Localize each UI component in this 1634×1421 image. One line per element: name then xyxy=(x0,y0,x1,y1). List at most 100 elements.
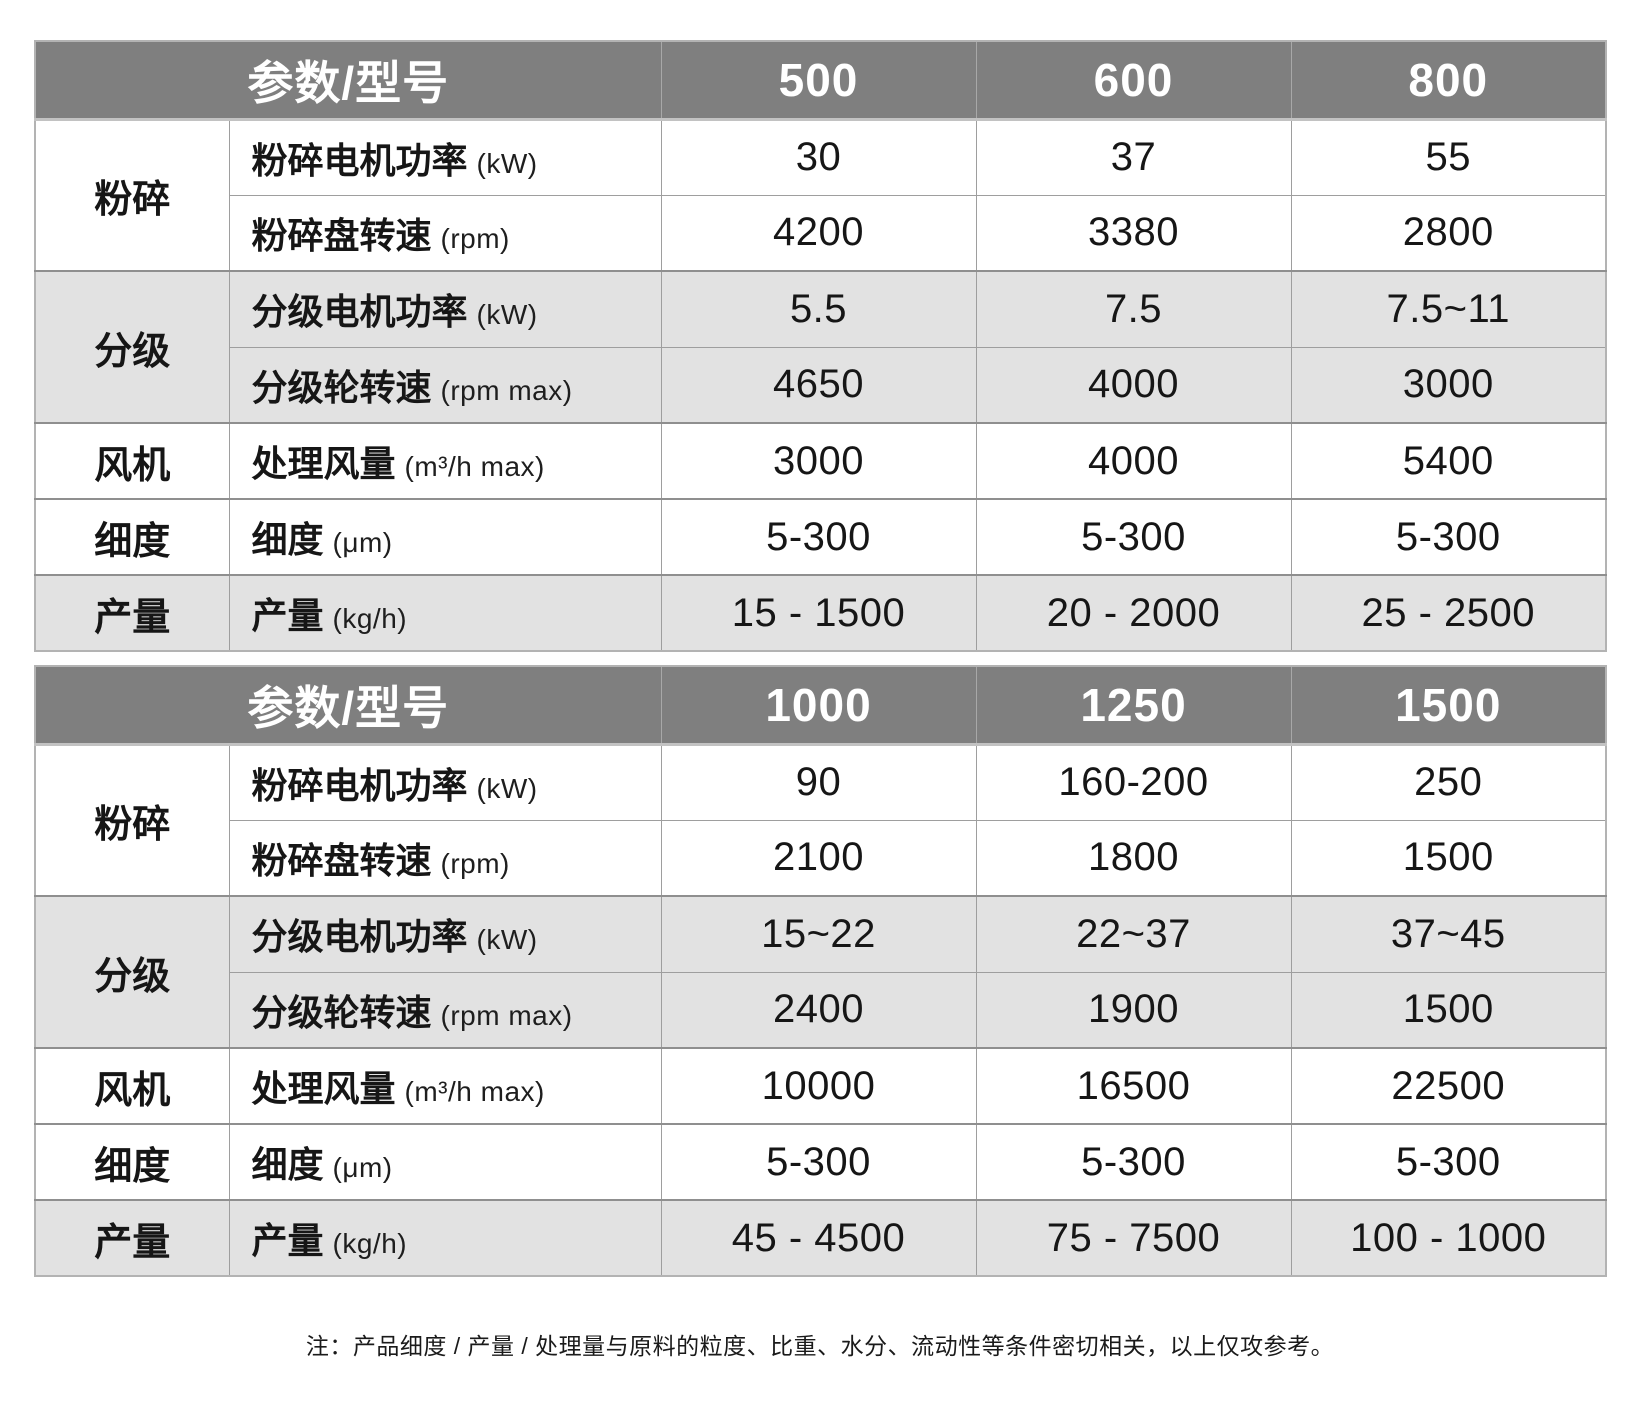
table-row: 分级轮转速 (rpm max) 4650 4000 3000 xyxy=(35,346,1607,424)
value-cell: 15~22 xyxy=(660,895,977,973)
header-model-1250: 1250 xyxy=(975,665,1292,746)
value-cell: 4000 xyxy=(975,422,1292,500)
param-cell: 细度 (μm) xyxy=(228,1123,662,1201)
value-cell: 5-300 xyxy=(975,498,1292,576)
value-cell: 30 xyxy=(660,118,977,196)
value-cell: 45 - 4500 xyxy=(660,1199,977,1277)
param-label: 粉碎电机功率 xyxy=(251,139,468,181)
spec-table-1: 参数/型号 500 600 800 粉碎 粉碎电机功率 (kW) 30 37 55 粉碎盘转速 (rp… xyxy=(34,40,1607,652)
value-cell: 37~45 xyxy=(1290,895,1607,973)
table-row: 产量 产量 (kg/h) 45 - 4500 75 - 7500 100 - 1000 xyxy=(34,1199,1607,1277)
param-cell: 处理风量 (m³/h max) xyxy=(228,1047,662,1125)
param-unit: (kW) xyxy=(476,772,538,804)
value-cell: 5-300 xyxy=(975,1123,1292,1201)
param-unit: (rpm max) xyxy=(440,374,573,406)
value-cell: 90 xyxy=(660,743,977,821)
param-unit: (m³/h max) xyxy=(404,451,545,482)
table-row: 风机 处理风量 (m³/h max) 3000 4000 5400 xyxy=(34,422,1607,500)
param-cell: 细度 (μm) xyxy=(228,498,662,576)
header-model-1500: 1500 xyxy=(1290,665,1607,746)
param-label: 分级轮转速 xyxy=(251,366,432,408)
param-unit: (rpm max) xyxy=(440,999,573,1031)
header-param-label: 参数/型号 xyxy=(34,40,662,121)
value-cell: 22~37 xyxy=(975,895,1292,973)
spec-table-2: 参数/型号 1000 1250 1500 粉碎 粉碎电机功率 (kW) 90 160-200 25… xyxy=(34,665,1607,1277)
param-label: 细度 xyxy=(251,519,324,560)
value-cell: 2100 xyxy=(660,819,977,897)
param-label: 粉碎电机功率 xyxy=(251,764,468,806)
param-cell: 粉碎盘转速 (rpm) xyxy=(228,194,662,272)
footnote: 注：产品细度 / 产量 / 处理量与原料的粒度、比重、水分、流动性等条件密切相关… xyxy=(305,1333,1335,1359)
table-row: 分级 分级电机功率 (kW) 5.5 7.5 7.5~11 xyxy=(34,270,1607,424)
value-cell: 15 - 1500 xyxy=(660,574,977,652)
param-unit: (rpm) xyxy=(440,222,510,254)
value-cell: 3000 xyxy=(1290,346,1607,424)
param-label: 分级电机功率 xyxy=(251,916,468,958)
param-cell: 粉碎电机功率 (kW) xyxy=(228,743,662,821)
value-cell: 4200 xyxy=(660,194,977,272)
value-cell: 2800 xyxy=(1290,194,1607,272)
header-model-800: 800 xyxy=(1290,40,1607,121)
param-cell: 粉碎盘转速 (rpm) xyxy=(228,819,662,897)
table-row: 粉碎 粉碎电机功率 (kW) 90 160-200 250 xyxy=(34,743,1607,897)
category-cell: 产量 xyxy=(34,1199,230,1277)
value-cell: 5400 xyxy=(1290,422,1607,500)
param-label: 处理风量 xyxy=(251,1068,396,1109)
param-cell: 产量 (kg/h) xyxy=(228,574,662,652)
param-label: 粉碎盘转速 xyxy=(251,214,432,256)
param-unit: (kg/h) xyxy=(332,603,408,634)
value-cell: 3380 xyxy=(975,194,1292,272)
value-cell: 4650 xyxy=(660,346,977,424)
category-cell: 风机 xyxy=(34,422,230,500)
value-cell: 25 - 2500 xyxy=(1290,574,1607,652)
value-cell: 100 - 1000 xyxy=(1290,1199,1607,1277)
value-cell: 20 - 2000 xyxy=(975,574,1292,652)
param-label: 处理风量 xyxy=(251,443,396,484)
param-cell: 分级轮转速 (rpm max) xyxy=(228,971,662,1049)
param-unit: (kW) xyxy=(476,299,538,331)
value-cell: 55 xyxy=(1290,118,1607,196)
value-cell: 160-200 xyxy=(975,743,1292,821)
value-cell: 75 - 7500 xyxy=(975,1199,1292,1277)
value-cell: 3000 xyxy=(660,422,977,500)
param-label: 分级轮转速 xyxy=(251,991,432,1033)
table-row: 细度 细度 (μm) 5-300 5-300 5-300 xyxy=(34,1123,1607,1201)
value-cell: 16500 xyxy=(975,1047,1292,1125)
value-cell: 7.5 xyxy=(975,270,1292,348)
table-row: 产量 产量 (kg/h) 15 - 1500 20 - 2000 25 - 2500 xyxy=(34,574,1607,652)
category-cell: 细度 xyxy=(34,1123,230,1201)
param-cell: 产量 (kg/h) xyxy=(228,1199,662,1277)
param-cell: 粉碎电机功率 (kW) xyxy=(228,118,662,196)
param-label: 粉碎盘转速 xyxy=(251,839,432,881)
table-row: 粉碎盘转速 (rpm) 2100 1800 1500 xyxy=(35,819,1607,897)
param-unit: (μm) xyxy=(332,1152,393,1183)
param-unit: (kW) xyxy=(476,147,538,179)
param-label: 产量 xyxy=(251,1220,324,1261)
category-cell: 粉碎 xyxy=(34,118,230,272)
value-cell: 2400 xyxy=(660,971,977,1049)
param-unit: (μm) xyxy=(332,527,393,558)
header-model-1000: 1000 xyxy=(660,665,977,746)
value-cell: 5-300 xyxy=(1290,1123,1607,1201)
value-cell: 4000 xyxy=(975,346,1292,424)
category-cell: 产量 xyxy=(34,574,230,652)
value-cell: 7.5~11 xyxy=(1290,270,1607,348)
table-row: 风机 处理风量 (m³/h max) 10000 16500 22500 xyxy=(34,1047,1607,1125)
category-cell: 分级 xyxy=(34,895,230,1049)
param-cell: 分级电机功率 (kW) xyxy=(228,895,662,973)
table-row: 粉碎盘转速 (rpm) 4200 3380 2800 xyxy=(35,194,1607,272)
category-cell: 粉碎 xyxy=(34,743,230,897)
value-cell: 5-300 xyxy=(660,498,977,576)
param-unit: (rpm) xyxy=(440,847,510,879)
header-row: 参数/型号 1000 1250 1500 xyxy=(34,665,1607,746)
header-param-label: 参数/型号 xyxy=(34,665,662,746)
header-model-500: 500 xyxy=(660,40,977,121)
param-label: 细度 xyxy=(251,1144,324,1185)
param-label: 产量 xyxy=(251,595,324,636)
value-cell: 1500 xyxy=(1290,971,1607,1049)
table-row: 分级轮转速 (rpm max) 2400 1900 1500 xyxy=(35,971,1607,1049)
value-cell: 37 xyxy=(975,118,1292,196)
value-cell: 5.5 xyxy=(660,270,977,348)
value-cell: 10000 xyxy=(660,1047,977,1125)
table-row: 分级 分级电机功率 (kW) 15~22 22~37 37~45 xyxy=(34,895,1607,1049)
